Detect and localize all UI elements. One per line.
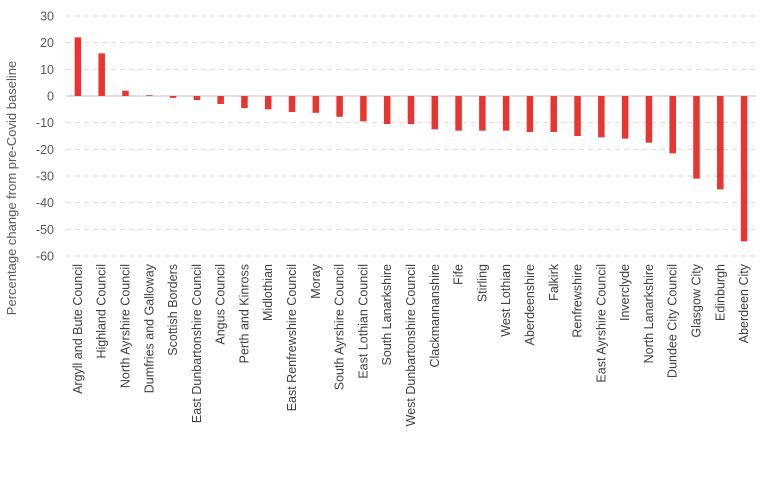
- bars: [74, 37, 748, 242]
- gridlines: [66, 15, 756, 257]
- x-category-label: East Dunbartonshire Council: [190, 264, 204, 423]
- bar: [241, 96, 248, 108]
- x-category-label: Perth and Kinross: [237, 264, 251, 363]
- bar: [740, 96, 748, 242]
- x-category-label: Highland Council: [95, 264, 109, 359]
- y-axis-ticks: 30 20 10 0 -10 -20 -30 -40 -50 -60: [36, 10, 54, 264]
- bar: [431, 96, 439, 130]
- bar: [550, 96, 558, 132]
- y-tick-label: 0: [47, 90, 54, 104]
- x-category-label: Edinburgh: [713, 264, 727, 321]
- y-tick-label: -10: [36, 116, 54, 130]
- bar: [312, 96, 320, 113]
- x-category-label: North Lanarkshire: [642, 264, 656, 363]
- bar: [669, 96, 676, 154]
- x-category-label: Aberdeen City: [737, 263, 751, 343]
- bar: [621, 96, 629, 139]
- x-category-label: Argyll and Bute Council: [71, 264, 85, 394]
- x-category-label: Aberdeenshire: [523, 264, 537, 345]
- bar: [455, 96, 462, 131]
- x-category-label: East Renfrewshire Council: [285, 264, 299, 411]
- x-category-label: Midlothian: [261, 264, 275, 321]
- y-tick-label: -30: [36, 170, 54, 184]
- y-tick-label: -40: [36, 196, 54, 210]
- x-axis-categories: Argyll and Bute Council Highland Council N…: [71, 263, 751, 426]
- x-category-label: Glasgow City: [690, 263, 704, 337]
- x-category-label: Renfrewshire: [571, 264, 585, 338]
- x-category-label: South Ayrshire Council: [333, 264, 347, 390]
- bar: [717, 96, 724, 190]
- x-category-label: Inverclyde: [618, 264, 632, 321]
- x-category-label: East Ayrshire Council: [594, 264, 608, 383]
- bar: [693, 96, 700, 179]
- bar: [169, 96, 177, 98]
- bar: [574, 96, 581, 136]
- bar: [98, 53, 105, 96]
- x-category-label: Dundee City Council: [666, 264, 680, 378]
- bar: [74, 37, 82, 96]
- y-tick-label: -60: [36, 250, 54, 264]
- bar: [598, 96, 605, 138]
- bar: [217, 96, 224, 104]
- x-category-label: Falkirk: [547, 263, 561, 301]
- bar: [502, 96, 510, 131]
- bar: [479, 96, 486, 131]
- bar: [336, 96, 343, 117]
- bar: [146, 95, 153, 96]
- bar: [407, 96, 415, 124]
- x-category-label: North Ayrshire Council: [118, 264, 132, 388]
- x-category-label: Dumfries and Galloway: [142, 263, 156, 393]
- bar: [193, 96, 201, 100]
- y-axis-title: Percentage change from pre-Covid baselin…: [4, 61, 19, 315]
- x-category-label: Clackmannanshire: [428, 264, 442, 368]
- bar: [645, 96, 653, 143]
- bar: [288, 96, 296, 112]
- bar: [360, 96, 367, 122]
- y-tick-label: 20: [40, 36, 54, 50]
- x-category-label: Scottish Borders: [166, 264, 180, 356]
- x-category-label: West Dunbartonshire Council: [404, 264, 418, 426]
- x-category-label: South Lanarkshire: [380, 264, 394, 366]
- y-tick-label: 30: [40, 10, 54, 24]
- y-tick-label: -50: [36, 223, 54, 237]
- bar: [264, 96, 272, 110]
- x-category-label: Fife: [452, 264, 466, 285]
- x-category-label: East Lothian Council: [356, 264, 370, 379]
- y-tick-label: -20: [36, 143, 54, 157]
- x-category-label: Moray: [309, 263, 323, 298]
- x-category-label: Stirling: [475, 264, 489, 302]
- y-tick-label: 10: [40, 63, 54, 77]
- x-category-label: West Lothian: [499, 264, 513, 337]
- bar: [383, 96, 391, 124]
- bar: [526, 96, 534, 132]
- bar: [122, 90, 129, 96]
- x-category-label: Angus Council: [214, 264, 228, 345]
